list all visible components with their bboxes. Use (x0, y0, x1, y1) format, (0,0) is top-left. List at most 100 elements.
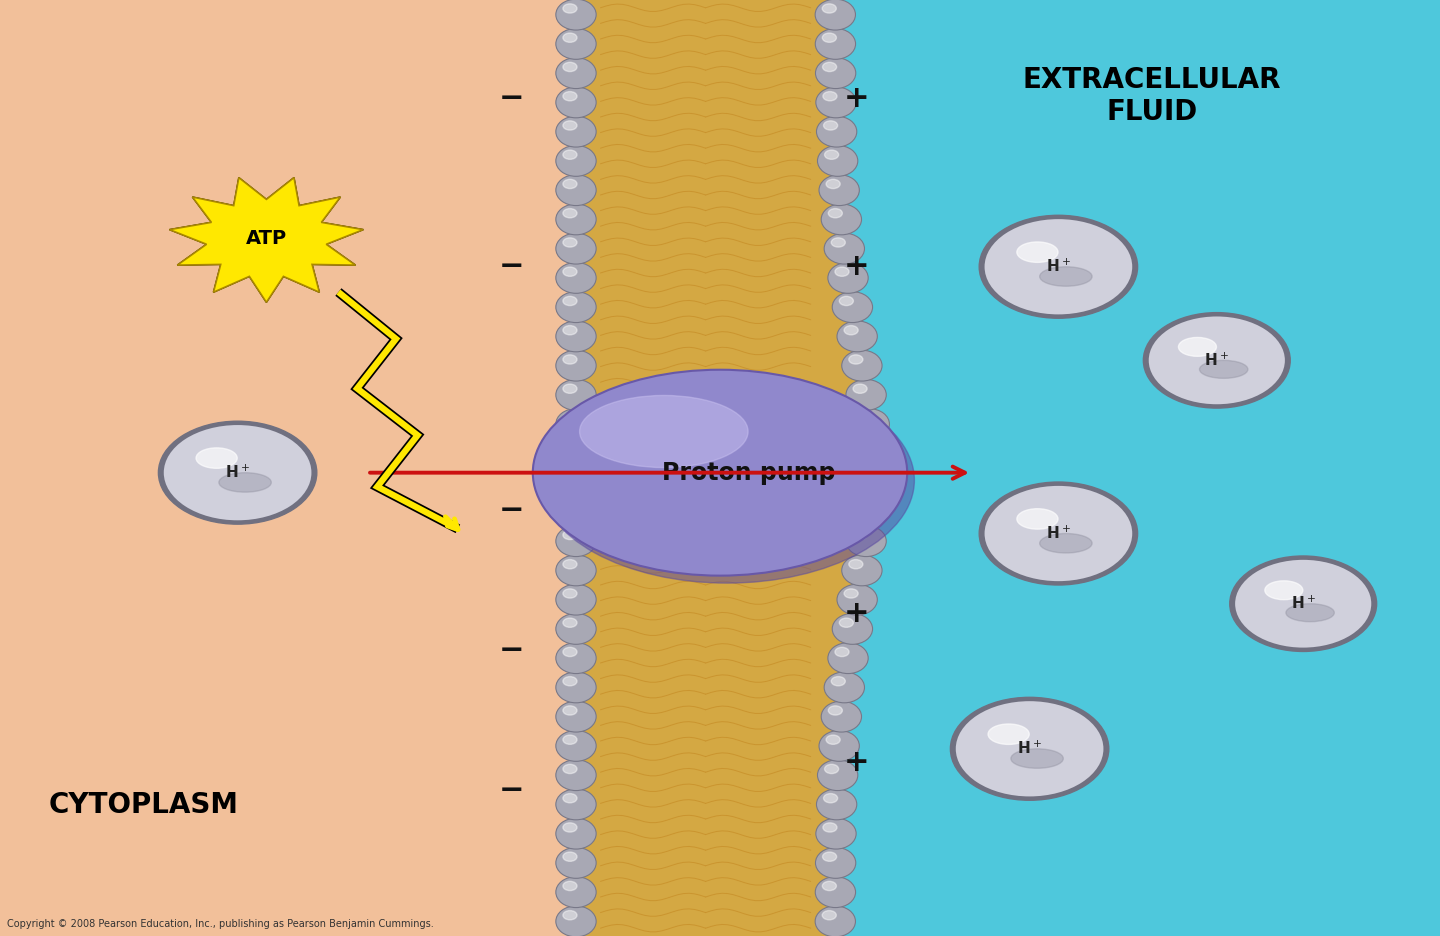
Text: H$^+$: H$^+$ (1204, 352, 1230, 369)
Ellipse shape (1286, 604, 1335, 622)
Ellipse shape (822, 882, 837, 890)
Ellipse shape (563, 852, 577, 861)
Ellipse shape (563, 267, 577, 276)
Ellipse shape (556, 409, 596, 440)
Ellipse shape (563, 92, 577, 101)
Ellipse shape (818, 760, 858, 791)
Ellipse shape (533, 370, 907, 576)
Ellipse shape (563, 326, 577, 335)
Ellipse shape (825, 765, 838, 773)
Text: ATP: ATP (246, 229, 287, 248)
Ellipse shape (563, 209, 577, 218)
Text: H$^+$: H$^+$ (1045, 258, 1071, 275)
Ellipse shape (816, 87, 857, 118)
Ellipse shape (822, 4, 837, 13)
Bar (828, 0, 1440, 936)
Ellipse shape (815, 906, 855, 936)
Ellipse shape (563, 823, 577, 832)
Ellipse shape (815, 877, 855, 908)
Ellipse shape (831, 238, 845, 247)
Ellipse shape (556, 701, 596, 732)
Ellipse shape (540, 377, 914, 583)
Ellipse shape (857, 414, 870, 422)
Ellipse shape (563, 677, 577, 686)
Ellipse shape (556, 730, 596, 761)
Ellipse shape (821, 204, 861, 235)
Ellipse shape (556, 204, 596, 235)
Ellipse shape (556, 145, 596, 176)
Ellipse shape (563, 618, 577, 627)
Circle shape (1234, 559, 1372, 649)
Ellipse shape (563, 443, 577, 452)
Ellipse shape (556, 555, 596, 586)
Ellipse shape (556, 379, 596, 410)
Circle shape (984, 218, 1133, 315)
Ellipse shape (1264, 581, 1303, 600)
Ellipse shape (563, 531, 577, 539)
Polygon shape (569, 0, 878, 936)
Ellipse shape (828, 643, 868, 674)
Ellipse shape (848, 560, 863, 569)
Circle shape (955, 700, 1104, 797)
Ellipse shape (988, 724, 1030, 744)
Ellipse shape (828, 209, 842, 218)
Ellipse shape (821, 701, 861, 732)
Ellipse shape (858, 443, 873, 452)
Ellipse shape (563, 33, 577, 42)
Ellipse shape (837, 584, 877, 615)
Ellipse shape (1040, 534, 1092, 553)
Ellipse shape (556, 350, 596, 381)
Circle shape (158, 421, 317, 524)
Ellipse shape (1200, 360, 1248, 378)
Text: +: + (844, 599, 870, 627)
Ellipse shape (832, 292, 873, 323)
Ellipse shape (858, 472, 873, 481)
Polygon shape (170, 178, 363, 302)
Text: −: − (498, 84, 524, 112)
Ellipse shape (824, 121, 838, 130)
Ellipse shape (822, 92, 837, 101)
Ellipse shape (556, 28, 596, 59)
Ellipse shape (556, 847, 596, 878)
Ellipse shape (556, 262, 596, 293)
Ellipse shape (852, 531, 867, 539)
Ellipse shape (196, 447, 238, 468)
Text: −: − (498, 636, 524, 665)
Ellipse shape (851, 438, 891, 469)
Text: +: + (844, 253, 870, 281)
Ellipse shape (1040, 267, 1092, 286)
Ellipse shape (563, 180, 577, 188)
Ellipse shape (815, 58, 855, 89)
Ellipse shape (818, 145, 858, 176)
Ellipse shape (556, 613, 596, 644)
Ellipse shape (563, 882, 577, 890)
Ellipse shape (819, 175, 860, 206)
Ellipse shape (844, 589, 858, 598)
Ellipse shape (556, 877, 596, 908)
Ellipse shape (556, 643, 596, 674)
Ellipse shape (840, 618, 854, 627)
Ellipse shape (831, 677, 845, 686)
Ellipse shape (850, 409, 890, 440)
Ellipse shape (556, 526, 596, 557)
Ellipse shape (556, 584, 596, 615)
Polygon shape (170, 178, 363, 302)
Text: −: − (498, 253, 524, 281)
Ellipse shape (827, 180, 840, 188)
Ellipse shape (556, 906, 596, 936)
Ellipse shape (815, 0, 855, 30)
Ellipse shape (851, 467, 891, 498)
Ellipse shape (556, 233, 596, 264)
Ellipse shape (563, 238, 577, 247)
Ellipse shape (857, 501, 870, 510)
Text: +: + (844, 84, 870, 112)
Text: H$^+$: H$^+$ (225, 464, 251, 481)
Ellipse shape (556, 58, 596, 89)
Ellipse shape (563, 589, 577, 598)
Text: +: + (844, 749, 870, 777)
Ellipse shape (563, 355, 577, 364)
Ellipse shape (556, 292, 596, 323)
Ellipse shape (556, 496, 596, 527)
Ellipse shape (842, 350, 883, 381)
Ellipse shape (563, 297, 577, 305)
